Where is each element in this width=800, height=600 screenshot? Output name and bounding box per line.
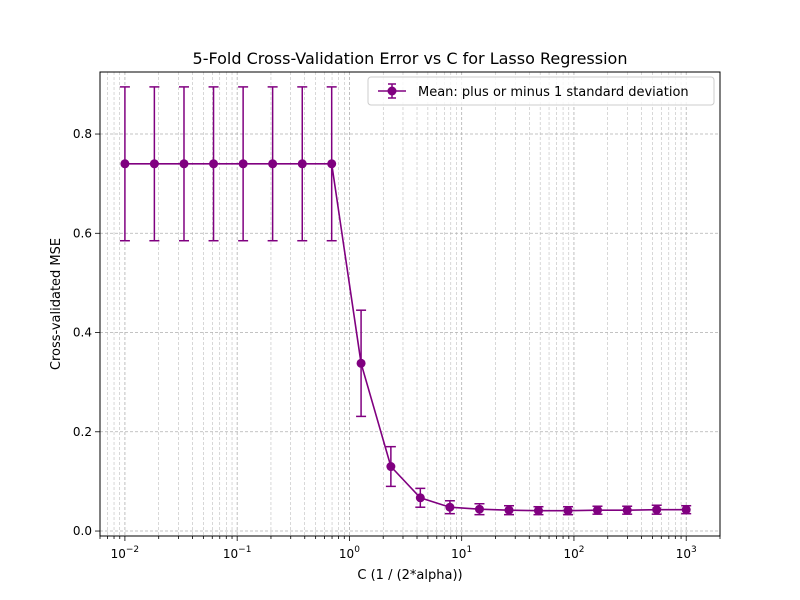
data-point xyxy=(179,159,189,169)
data-point xyxy=(504,505,514,515)
data-point xyxy=(681,505,691,515)
y-tick-label: 0.4 xyxy=(73,326,92,340)
data-point xyxy=(120,159,130,169)
data-point xyxy=(238,159,248,169)
axes: 10−2 10−1 100 101 102 103 0.0 0.2 0.4 0.6 0.8 xyxy=(73,127,721,561)
data-point xyxy=(445,502,455,512)
grid xyxy=(99,72,721,536)
x-tick-label: 10−2 xyxy=(111,545,140,561)
data-point xyxy=(386,462,396,472)
data-point xyxy=(563,506,573,516)
legend-label: Mean: plus or minus 1 standard deviation xyxy=(418,85,689,100)
y-tick-label: 0.2 xyxy=(73,425,92,439)
data-point xyxy=(415,493,425,503)
data-point xyxy=(297,159,307,169)
plot-frame xyxy=(99,71,721,537)
data-point xyxy=(327,159,337,169)
x-axis-label: C (1 / (2*alpha)) xyxy=(357,568,462,583)
legend-point-marker xyxy=(387,86,397,96)
x-tick-label: 102 xyxy=(563,545,584,561)
series-layer xyxy=(119,86,692,516)
y-tick-label: 0.0 xyxy=(73,524,92,538)
x-tick-label: 103 xyxy=(676,545,697,561)
legend-box xyxy=(367,76,715,106)
y-axis-label: Cross-validated MSE xyxy=(49,238,64,370)
chart-title: 5-Fold Cross-Validation Error vs C for L… xyxy=(193,49,628,68)
data-point xyxy=(268,159,278,169)
y-tick-label: 0.8 xyxy=(73,127,92,141)
data-point xyxy=(356,358,366,368)
data-point xyxy=(652,505,662,515)
data-point xyxy=(592,505,602,515)
x-tick-label: 10−1 xyxy=(223,545,252,561)
legend: Mean: plus or minus 1 standard deviation xyxy=(367,76,715,106)
data-point xyxy=(622,505,632,515)
y-tick-label: 0.6 xyxy=(73,226,92,240)
data-point xyxy=(149,159,159,169)
x-tick-label: 101 xyxy=(451,545,472,561)
data-point xyxy=(474,504,484,514)
data-point xyxy=(209,159,219,169)
data-point xyxy=(533,506,543,516)
series-line xyxy=(124,163,687,512)
x-tick-label: 100 xyxy=(339,545,360,561)
